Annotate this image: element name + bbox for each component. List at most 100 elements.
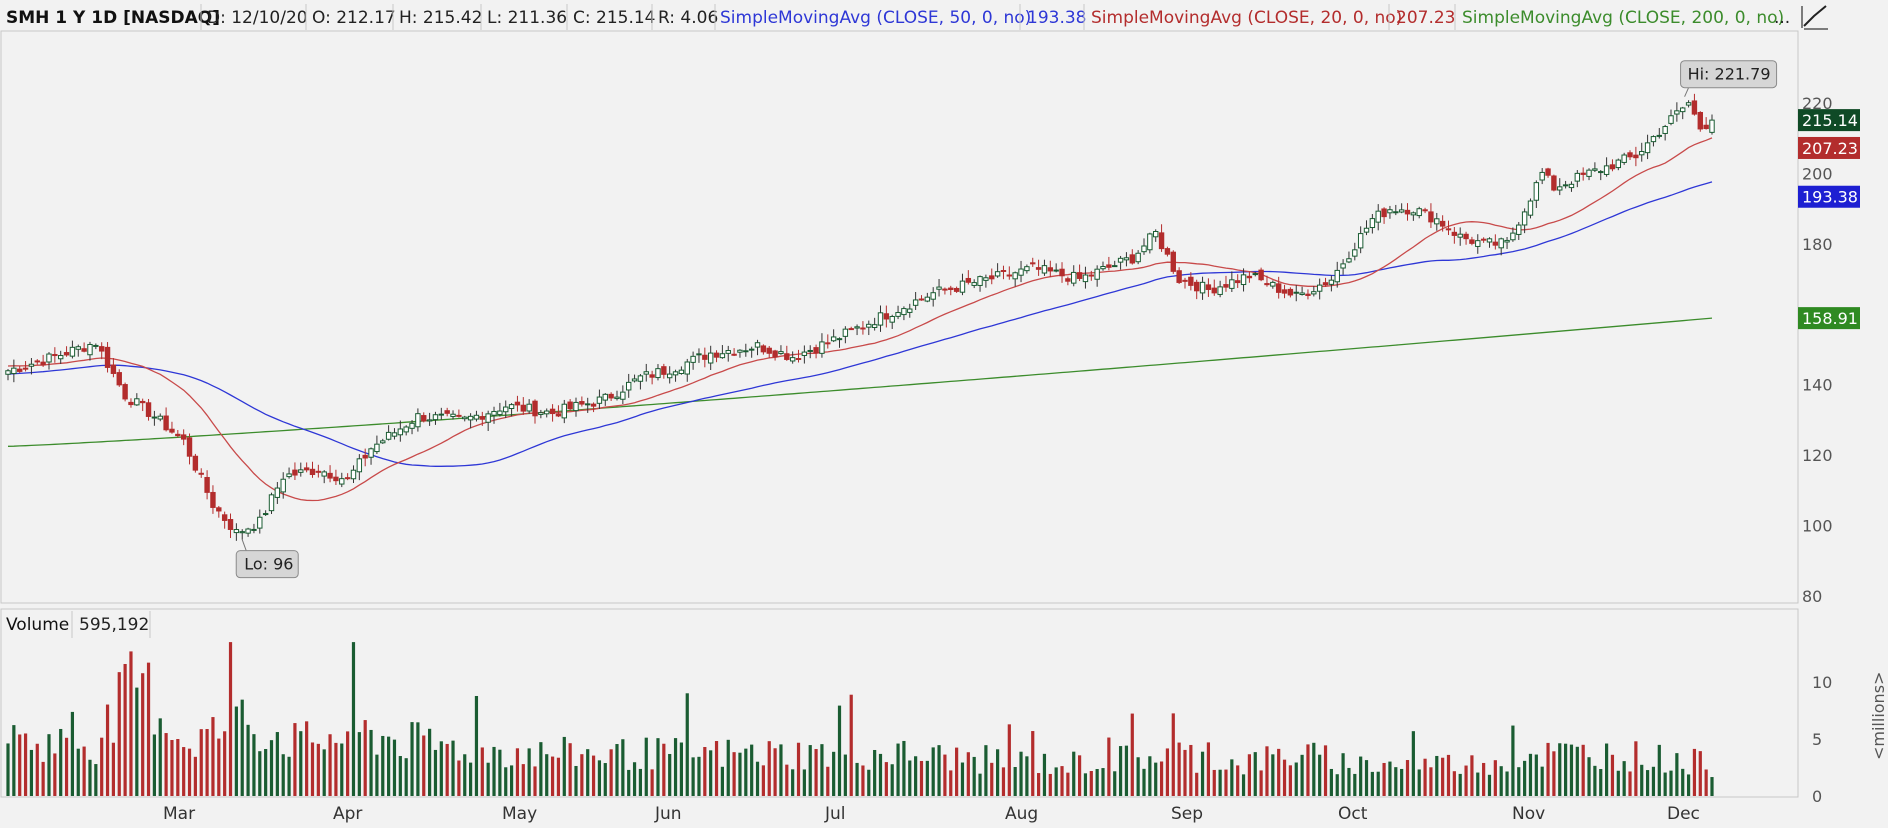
volume-bar bbox=[714, 741, 719, 796]
candle-body bbox=[1065, 278, 1071, 282]
candle bbox=[268, 492, 275, 515]
volume-tick-label: 0 bbox=[1812, 787, 1822, 806]
volume-bar bbox=[1681, 768, 1685, 796]
candle-body bbox=[953, 287, 960, 292]
month-label: Nov bbox=[1512, 804, 1545, 824]
volume-bar bbox=[1019, 751, 1023, 796]
candle bbox=[93, 343, 99, 350]
candle bbox=[163, 407, 169, 432]
candle-body bbox=[508, 404, 515, 409]
candle bbox=[81, 342, 87, 353]
candle-body bbox=[567, 401, 573, 410]
volume-bar bbox=[1376, 771, 1380, 796]
candle-body bbox=[450, 413, 456, 418]
candle-body bbox=[754, 342, 761, 348]
candle bbox=[1639, 142, 1645, 162]
candle-body bbox=[1217, 286, 1223, 295]
header-more[interactable]: ... bbox=[1774, 8, 1790, 28]
candle-body bbox=[1071, 271, 1077, 284]
candle bbox=[579, 396, 585, 407]
candle-body bbox=[69, 346, 76, 357]
candle bbox=[1603, 157, 1610, 177]
candle bbox=[702, 347, 708, 368]
volume-bar bbox=[12, 725, 16, 796]
volume-bar bbox=[632, 762, 637, 796]
candle bbox=[836, 337, 843, 348]
candle-body bbox=[643, 371, 649, 375]
volume-bar bbox=[773, 748, 777, 796]
candle-body bbox=[1644, 142, 1651, 154]
candle bbox=[473, 410, 480, 422]
volume-bar bbox=[545, 754, 549, 796]
header-range: R: 4.06 bbox=[658, 8, 718, 28]
volume-bar bbox=[433, 749, 438, 796]
sma50-badge: 193.38 bbox=[1798, 185, 1860, 208]
volume-bar bbox=[123, 663, 127, 796]
volume-bar bbox=[1148, 756, 1152, 796]
volume-bar bbox=[1698, 751, 1702, 796]
sma200-label[interactable]: SimpleMovingAvg (CLOSE, 200, 0, no) bbox=[1462, 8, 1784, 28]
candle bbox=[602, 393, 608, 406]
volume-bar bbox=[1382, 762, 1386, 796]
sma20-label[interactable]: SimpleMovingAvg (CLOSE, 20, 0, no) bbox=[1091, 8, 1402, 28]
candle bbox=[1352, 242, 1358, 261]
candle bbox=[707, 345, 714, 371]
drawing-tool-icon[interactable] bbox=[1801, 5, 1828, 30]
candle bbox=[1615, 158, 1622, 171]
candle-body bbox=[1240, 274, 1247, 286]
volume-bar bbox=[1013, 767, 1017, 796]
candle bbox=[339, 472, 345, 488]
candle bbox=[1188, 272, 1194, 291]
candle bbox=[1674, 102, 1680, 122]
candle-body bbox=[1439, 220, 1446, 227]
volume-bar bbox=[1634, 741, 1638, 796]
candle-body bbox=[1035, 267, 1042, 270]
candle bbox=[901, 306, 907, 321]
candle bbox=[69, 340, 76, 359]
volume-bar bbox=[709, 750, 713, 796]
candle-body bbox=[327, 472, 333, 479]
candle-body bbox=[1691, 100, 1698, 115]
candle-body bbox=[198, 472, 204, 475]
candle-body bbox=[1112, 265, 1118, 268]
candle-body bbox=[438, 413, 445, 416]
volume-bar bbox=[1505, 771, 1509, 796]
candle bbox=[104, 342, 111, 373]
candle-body bbox=[1205, 284, 1212, 290]
candle bbox=[1334, 261, 1340, 288]
volume-bar bbox=[738, 752, 742, 796]
volume-bar bbox=[650, 769, 654, 796]
candle bbox=[754, 339, 761, 356]
candle-body bbox=[1404, 209, 1411, 215]
candle bbox=[122, 382, 128, 402]
candle bbox=[11, 359, 17, 383]
volume-bar bbox=[6, 743, 10, 796]
volume-bar bbox=[498, 749, 502, 796]
candle-body bbox=[1076, 272, 1083, 279]
candle-body bbox=[1422, 209, 1428, 212]
candle bbox=[608, 392, 614, 401]
candle bbox=[87, 341, 93, 361]
candle-body bbox=[139, 400, 146, 404]
candle bbox=[889, 314, 895, 329]
price-tick-label: 120 bbox=[1802, 446, 1833, 465]
volume-bar bbox=[451, 740, 455, 796]
candle-body bbox=[1574, 172, 1581, 182]
sma50-label[interactable]: SimpleMovingAvg (CLOSE, 50, 0, no) bbox=[720, 8, 1031, 28]
candle bbox=[1574, 170, 1581, 188]
candle-body bbox=[1703, 124, 1709, 130]
candle-body bbox=[1527, 200, 1534, 216]
candle-body bbox=[1562, 184, 1569, 187]
candle-body bbox=[298, 469, 304, 473]
volume-bar bbox=[1335, 774, 1339, 796]
volume-bar bbox=[299, 731, 303, 796]
volume-bar bbox=[187, 748, 192, 796]
candle-body bbox=[385, 431, 392, 440]
volume-bar bbox=[662, 743, 666, 796]
candle bbox=[63, 346, 70, 357]
candle bbox=[1229, 271, 1235, 293]
candle bbox=[1047, 260, 1054, 278]
volume-bar bbox=[1142, 768, 1146, 796]
symbol-title[interactable]: SMH 1 Y 1D [NASDAQ] bbox=[6, 8, 220, 28]
